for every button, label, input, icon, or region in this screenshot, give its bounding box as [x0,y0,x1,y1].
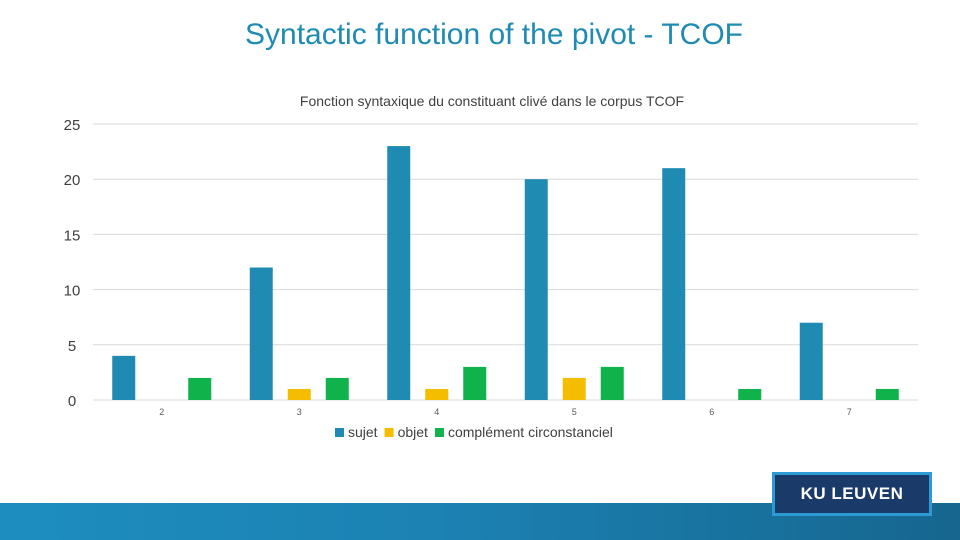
legend-label: objet [398,424,428,440]
legend-label: complément circonstanciel [448,424,613,440]
y-tick-label: 15 [64,227,81,244]
x-tick-label: 6 [709,407,714,417]
legend-swatch [434,428,444,437]
x-axis-tick-labels: 2 3 4 5 6 7 [159,407,852,417]
chart-legend: sujet objet complément circonstanciel [335,424,613,440]
x-tick-label: 4 [434,407,439,417]
bar-objet-5 [562,377,586,400]
bar-sujet-5 [524,179,548,400]
bar-complément-circonstanciel-4 [463,366,487,400]
x-tick-label: 7 [847,407,852,417]
bar-complément-circonstanciel-3 [325,377,349,400]
y-tick-label: 10 [64,283,81,300]
bar-sujet-4 [387,146,411,400]
y-axis-tick-labels: 0 5 10 15 20 25 [64,117,81,410]
y-tick-label: 5 [68,338,76,355]
bar-complément-circonstanciel-2 [188,377,212,400]
logo-text: KU LEUVEN [800,484,904,503]
bar-objet-4 [425,388,449,400]
bar-sujet-7 [799,322,823,400]
legend-label: sujet [348,424,378,440]
slide-title: Syntactic function of the pivot - TCOF [245,18,743,51]
y-tick-label: 25 [64,117,81,134]
x-tick-label: 2 [159,407,164,417]
bar-sujet-2 [112,355,136,400]
y-tick-label: 0 [68,393,76,410]
bar-objet-3 [287,388,311,400]
bar-sujet-3 [249,267,273,400]
bar-sujet-6 [662,168,686,400]
bar-complément-circonstanciel-6 [738,388,762,400]
x-tick-label: 3 [297,407,302,417]
chart-title: Fonction syntaxique du constituant clivé… [300,93,684,109]
x-tick-label: 5 [572,407,577,417]
legend-swatch [335,428,344,437]
bar-complément-circonstanciel-5 [600,366,624,400]
y-tick-label: 20 [64,172,81,189]
legend-swatch [384,428,394,437]
ku-leuven-logo: KU LEUVEN [772,472,932,516]
grid-lines [93,123,918,401]
bar-series [112,146,899,400]
bar-complément-circonstanciel-7 [875,388,899,400]
